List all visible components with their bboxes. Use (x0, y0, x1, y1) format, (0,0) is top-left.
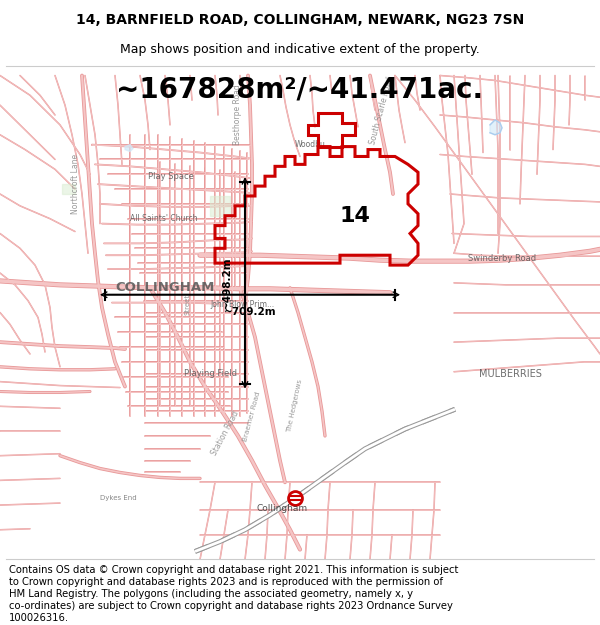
Text: Besthorpe Road: Besthorpe Road (233, 84, 242, 146)
Text: COLLINGHAM: COLLINGHAM (115, 281, 215, 294)
Text: South Scarle Road: South Scarle Road (368, 75, 395, 145)
Text: Northcroft Lane: Northcroft Lane (71, 154, 79, 214)
Polygon shape (210, 196, 230, 216)
Text: HM Land Registry. The polygons (including the associated geometry, namely x, y: HM Land Registry. The polygons (includin… (9, 589, 413, 599)
Text: ~167828m²/~41.471ac.: ~167828m²/~41.471ac. (116, 75, 484, 103)
Text: Street: Street (185, 294, 191, 315)
Text: 14, BARNFIELD ROAD, COLLINGHAM, NEWARK, NG23 7SN: 14, BARNFIELD ROAD, COLLINGHAM, NEWARK, … (76, 12, 524, 27)
Text: Map shows position and indicative extent of the property.: Map shows position and indicative extent… (120, 42, 480, 56)
Text: Swinderby Road: Swinderby Road (468, 254, 536, 262)
Text: Woodhu...: Woodhu... (295, 140, 333, 149)
Text: 100026316.: 100026316. (9, 613, 69, 623)
Text: Playing Field: Playing Field (184, 369, 236, 378)
Polygon shape (490, 120, 502, 135)
Text: MULBERRIES: MULBERRIES (479, 369, 541, 379)
Polygon shape (125, 144, 133, 151)
Text: Collingham: Collingham (256, 504, 308, 512)
Text: All Saints' Church: All Saints' Church (130, 214, 197, 223)
Text: co-ordinates) are subject to Crown copyright and database rights 2023 Ordnance S: co-ordinates) are subject to Crown copyr… (9, 601, 453, 611)
Text: Contains OS data © Crown copyright and database right 2021. This information is : Contains OS data © Crown copyright and d… (9, 564, 458, 574)
Text: The Hedgerows: The Hedgerows (286, 379, 304, 433)
Text: Braemer Road: Braemer Road (242, 391, 262, 442)
Text: Station Road: Station Road (209, 409, 241, 457)
Polygon shape (62, 184, 75, 194)
Text: to Crown copyright and database rights 2023 and is reproduced with the permissio: to Crown copyright and database rights 2… (9, 577, 443, 587)
Text: ~498.2m: ~498.2m (222, 256, 232, 309)
Text: John Blow Prim...: John Blow Prim... (210, 300, 274, 309)
Text: ~709.2m: ~709.2m (224, 307, 277, 317)
Text: Play Space: Play Space (148, 172, 194, 181)
Text: Dykes End: Dykes End (100, 495, 136, 501)
Text: 14: 14 (340, 206, 370, 226)
